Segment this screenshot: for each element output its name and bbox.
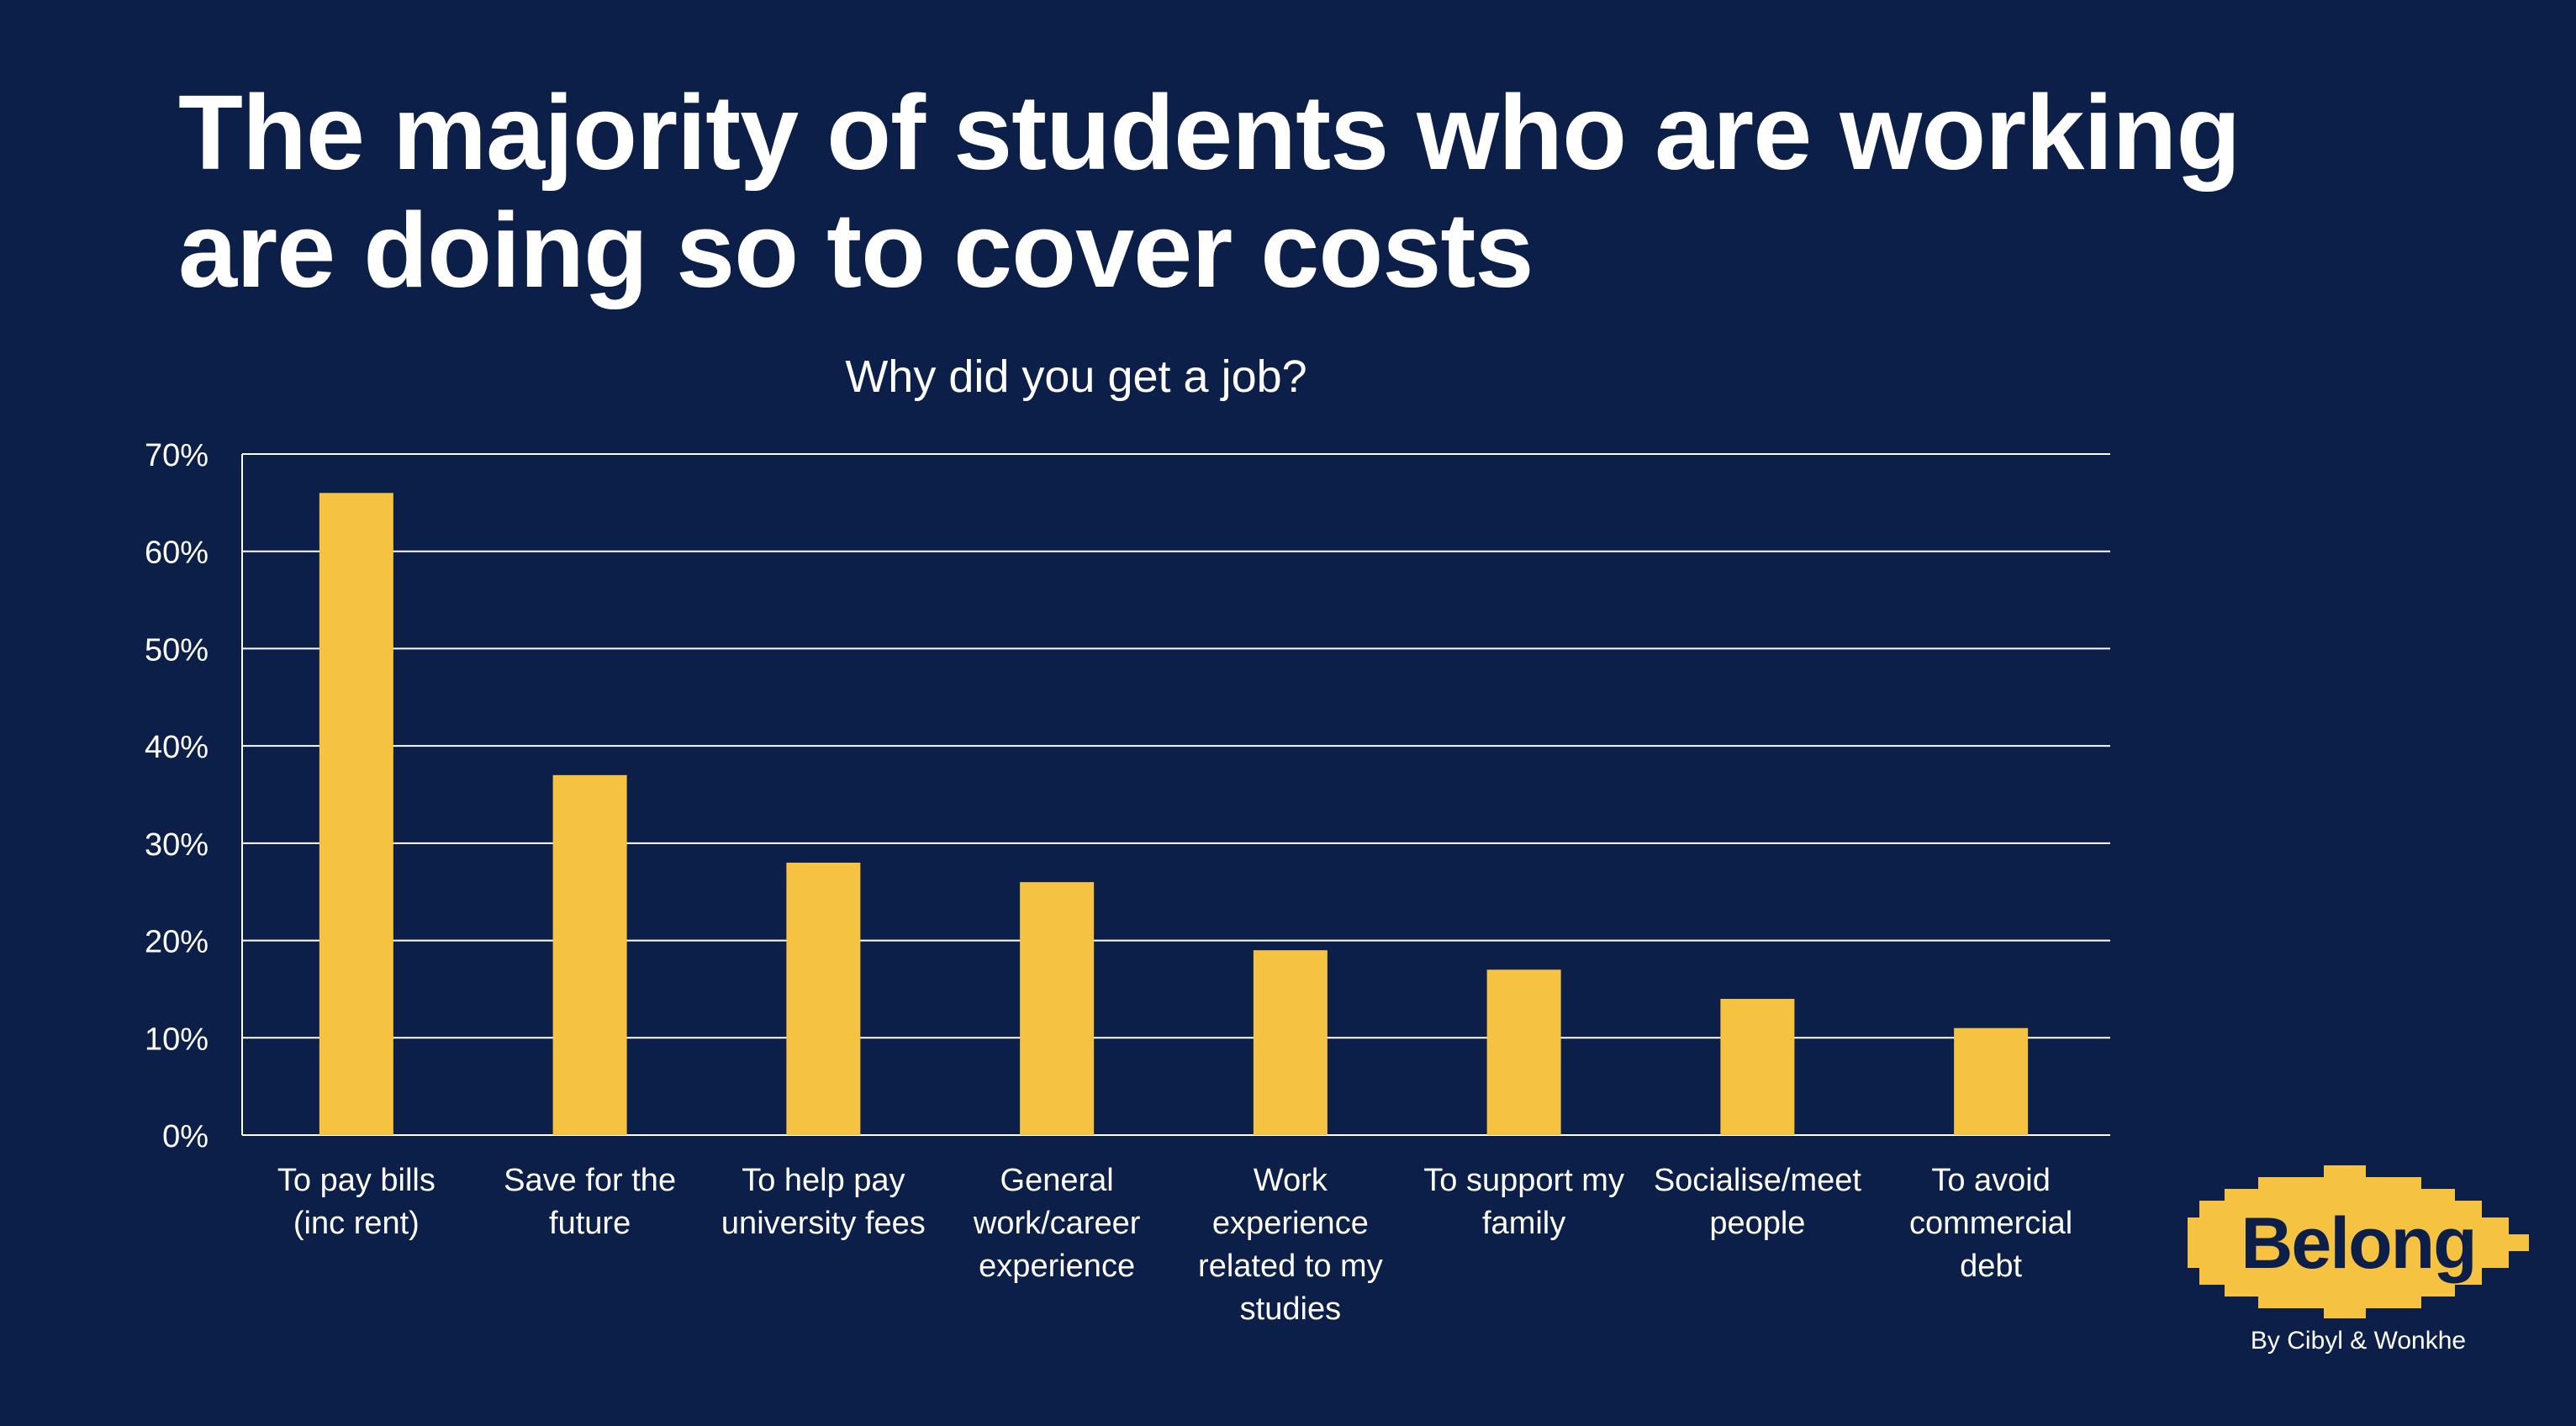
y-tick-label: 0% bbox=[162, 1119, 209, 1154]
bar bbox=[1954, 1027, 2029, 1135]
y-axis: 0% 10% 20% 30% 40% 50% 60% 70% bbox=[145, 438, 243, 1154]
bars bbox=[319, 493, 2029, 1135]
y-tick-label: 30% bbox=[145, 827, 209, 863]
x-axis-labels: To pay bills (inc rent) Save for the future… bbox=[277, 1163, 2072, 1327]
x-tick-label: To help pay university fees bbox=[721, 1163, 926, 1241]
y-tick-label: 60% bbox=[145, 536, 209, 571]
y-tick-label: 40% bbox=[145, 730, 209, 765]
bar bbox=[1253, 950, 1328, 1135]
x-tick-label: Save for the future bbox=[504, 1163, 676, 1241]
bar bbox=[1020, 882, 1095, 1135]
gridlines bbox=[242, 453, 2110, 1136]
headline: The majority of students who are working… bbox=[178, 74, 2448, 309]
y-tick-label: 50% bbox=[145, 632, 209, 668]
logo-wordmark: Belong bbox=[2241, 1203, 2477, 1284]
bar bbox=[1720, 999, 1795, 1135]
y-tick-label: 70% bbox=[145, 438, 209, 473]
bar bbox=[1486, 969, 1561, 1135]
x-tick-label: To avoid commercial debt bbox=[1909, 1163, 2072, 1284]
y-tick-label: 20% bbox=[145, 925, 209, 960]
logo-badge-shape bbox=[2188, 1165, 2529, 1318]
headline-line-1: The majority of students who are working bbox=[178, 73, 2241, 192]
bar bbox=[552, 774, 627, 1135]
x-tick-label: General work/career experience bbox=[973, 1163, 1141, 1284]
x-tick-label: Work experience related to my studies bbox=[1198, 1163, 1383, 1327]
x-tick-label: To pay bills (inc rent) bbox=[277, 1163, 435, 1241]
chart-title: Why did you get a job? bbox=[845, 351, 1306, 402]
logo-subtitle: By Cibyl & Wonkhe bbox=[2250, 1327, 2467, 1355]
y-tick-label: 10% bbox=[145, 1022, 209, 1057]
headline-line-2: are doing so to cover costs bbox=[178, 191, 1533, 309]
x-tick-label: To support my family bbox=[1423, 1163, 1624, 1241]
bar bbox=[786, 863, 861, 1135]
belong-logo: Belong By Cibyl & Wonkhe bbox=[2188, 1159, 2529, 1379]
x-tick-label: Socialise/meet people bbox=[1654, 1163, 1862, 1241]
bar bbox=[319, 493, 393, 1135]
